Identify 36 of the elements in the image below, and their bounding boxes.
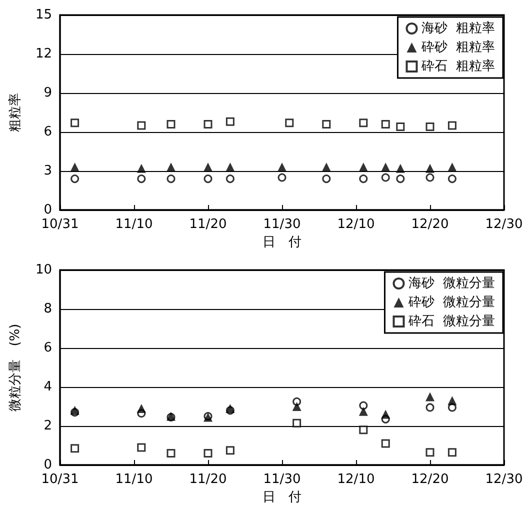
- legend-label: 海砂 粗粒率: [422, 20, 495, 36]
- x-tick-label: 12/20: [411, 217, 449, 232]
- y-tick-label: 9: [44, 86, 52, 100]
- legend-label: 砕砂 微粒分量: [408, 295, 495, 310]
- x-tick-label: 10/31: [41, 217, 79, 232]
- x-tick-label: 12/30: [485, 472, 523, 487]
- x-tick-label: 12/20: [411, 472, 449, 487]
- y-tick-label: 8: [44, 302, 52, 316]
- y-tick-label: 3: [44, 164, 52, 178]
- x-tick-label: 11/10: [115, 472, 153, 487]
- y-tick-label: 2: [44, 418, 52, 434]
- x-tick-label: 12/10: [337, 217, 375, 232]
- y-tick-label: 0: [44, 202, 52, 218]
- y-tick-label: 6: [44, 124, 52, 140]
- y-axis-title: 粗粒率: [7, 93, 23, 132]
- x-tick-label: 10/31: [41, 472, 79, 487]
- x-tick-label: 11/30: [263, 217, 301, 232]
- legend-label: 海砂 微粒分量: [408, 276, 495, 291]
- x-tick-label: 11/20: [189, 217, 227, 232]
- y-tick-label: 10: [35, 262, 52, 278]
- y-tick-label: 15: [35, 8, 52, 22]
- legend-label: 砕砂 粗粒率: [420, 39, 495, 55]
- y-tick-label: 4: [44, 380, 52, 394]
- x-tick-label: 11/30: [263, 472, 301, 487]
- x-tick-label: 11/20: [189, 472, 227, 487]
- x-tick-label: 11/10: [115, 217, 153, 232]
- y-tick-label: 0: [44, 458, 52, 472]
- x-axis-title: 日 付: [262, 490, 302, 505]
- x-tick-label: 12/10: [337, 472, 375, 487]
- y-tick-label: 6: [44, 340, 52, 356]
- x-tick-label: 12/30: [485, 217, 523, 232]
- x-axis-title: 日 付: [262, 234, 302, 250]
- legend-label: 砕石 粗粒率: [420, 58, 495, 74]
- y-axis-title: 微粒分量 (%): [8, 324, 23, 412]
- y-tick-label: 12: [35, 46, 52, 62]
- legend-label: 砕石 微粒分量: [408, 314, 495, 329]
